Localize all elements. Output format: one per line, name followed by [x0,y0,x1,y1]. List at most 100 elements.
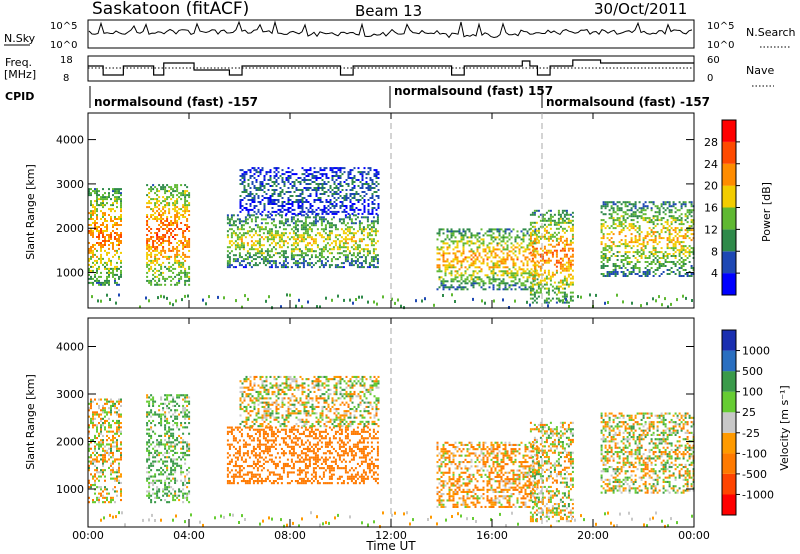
heatmap-cell-6 [674,203,677,206]
heatmap-cell-3 [335,167,338,170]
heatmap-cell-2 [264,226,267,229]
heatmap-cell-6 [602,257,605,259]
heatmap-cell-6 [664,261,667,263]
heatmap-cell-4 [512,258,515,261]
heatmap-cell-6 [652,203,655,206]
heatmap-cell-4 [470,236,473,239]
heatmap-cell-4 [534,270,537,273]
heatmap-cell-2 [348,264,351,267]
heatmap-cell-6 [660,265,663,267]
heatmap-cell-ground [577,295,579,299]
heatmap-cell-5 [569,277,572,280]
heatmap-cell-3 [265,173,268,176]
heatmap-cell-3 [351,207,354,209]
heatmap-cell-1 [172,188,175,191]
heatmap-cell-ground [280,305,282,309]
heatmap-cell-6 [622,265,625,267]
heatmap-cell-3 [259,181,262,183]
heatmap-cell-3 [347,185,350,187]
heatmap-cell-1 [154,249,157,252]
heatmap-cell-3 [289,175,292,177]
heatmap-cell-1 [180,228,183,230]
heatmap-cell-6 [628,209,631,212]
heatmap-cell-0 [112,496,114,499]
heatmap-cell-2 [254,230,257,233]
heatmap-cell-2 [238,238,241,241]
heatmap-cell-2 [366,266,369,269]
heatmap-cell-0 [90,216,92,218]
heatmap-cell-0 [116,281,118,284]
heatmap-cell-3 [273,201,276,203]
heatmap-cell-4 [450,266,453,269]
heatmap-cell-3 [347,171,350,174]
heatmap-cell-2 [248,230,251,233]
heatmap-cell-4 [522,236,525,239]
heatmap-cell-0 [100,475,102,478]
heatmap-cell-5 [537,281,540,284]
heatmap-cell-6 [664,203,667,206]
heatmap-cell-0 [90,441,92,444]
heatmap-cell-5 [545,249,548,252]
heatmap-cell-4 [482,244,485,247]
heatmap-cell-6 [652,247,655,250]
heatmap-cell-4 [460,288,463,291]
heatmap-cell-5 [547,209,550,212]
heatmap-cell-2 [286,246,289,249]
heatmap-cell-5 [563,269,566,272]
heatmap-cell-3 [305,175,308,177]
heatmap-cell-4 [504,260,507,263]
heatmap-cell-4 [508,228,511,231]
heatmap-cell-6 [668,235,671,238]
heatmap-cell-0 [112,477,114,480]
heatmap-cell-0 [114,222,116,224]
heatmap-cell-6 [632,241,635,244]
heatmap-cell-5 [567,269,570,272]
heatmap-cell-1 [168,242,171,244]
heatmap-cell-6 [604,255,607,257]
heatmap-cell-2 [290,248,293,251]
heatmap-cell-4 [512,284,515,287]
heatmap-cell-4 [514,284,517,287]
heatmap-cell-0 [118,267,120,270]
heatmap-cell-2 [234,260,237,263]
heatmap-cell-4 [520,268,523,271]
heatmap-cell-1 [146,220,149,222]
heatmap-cell-2 [354,248,357,251]
heatmap-cell-0 [88,190,90,193]
heatmap-cell-ground [616,293,618,297]
heatmap-cell-1 [166,216,169,218]
heatmap-cell-0 [102,202,104,205]
heatmap-cell-6 [622,271,625,273]
heatmap-cell-6 [644,217,647,220]
heatmap-cell-5 [557,221,560,224]
heatmap-cell-0 [90,404,92,407]
heatmap-cell-2 [234,224,237,227]
heatmap-cell-3 [289,191,292,193]
heatmap-cell-2 [244,222,247,225]
heatmap-cell-5 [569,283,572,286]
heatmap-cell-3 [377,197,380,199]
heatmap-cell-2 [314,256,317,259]
heatmap-cell-3 [255,169,258,172]
heatmap-cell-6 [662,211,665,214]
heatmap-cell-5 [545,275,548,278]
heatmap-cell-2 [358,266,361,269]
heatmap-cell-6 [644,219,647,222]
heatmap-cell-4 [524,258,527,261]
heatmap-cell-5 [567,301,570,304]
heatmap-cell-2 [346,248,349,251]
heatmap-cell-2 [266,248,269,251]
heatmap-cell-3 [351,181,354,183]
heatmap-cell-5 [569,273,572,276]
heatmap-cell-1 [184,224,187,226]
heatmap-cell-3 [319,208,322,211]
heatmap-cell-2 [256,250,259,253]
heatmap-cell-2 [234,220,237,223]
heatmap-cell-6 [616,273,619,275]
heatmap-cell-5 [545,231,548,234]
heatmap-cell-6 [690,275,693,277]
heatmap-cell-0 [114,253,116,256]
heatmap-cell-4 [480,278,483,281]
heatmap-cell-3 [251,175,254,177]
heatmap-cell-4 [442,240,445,243]
